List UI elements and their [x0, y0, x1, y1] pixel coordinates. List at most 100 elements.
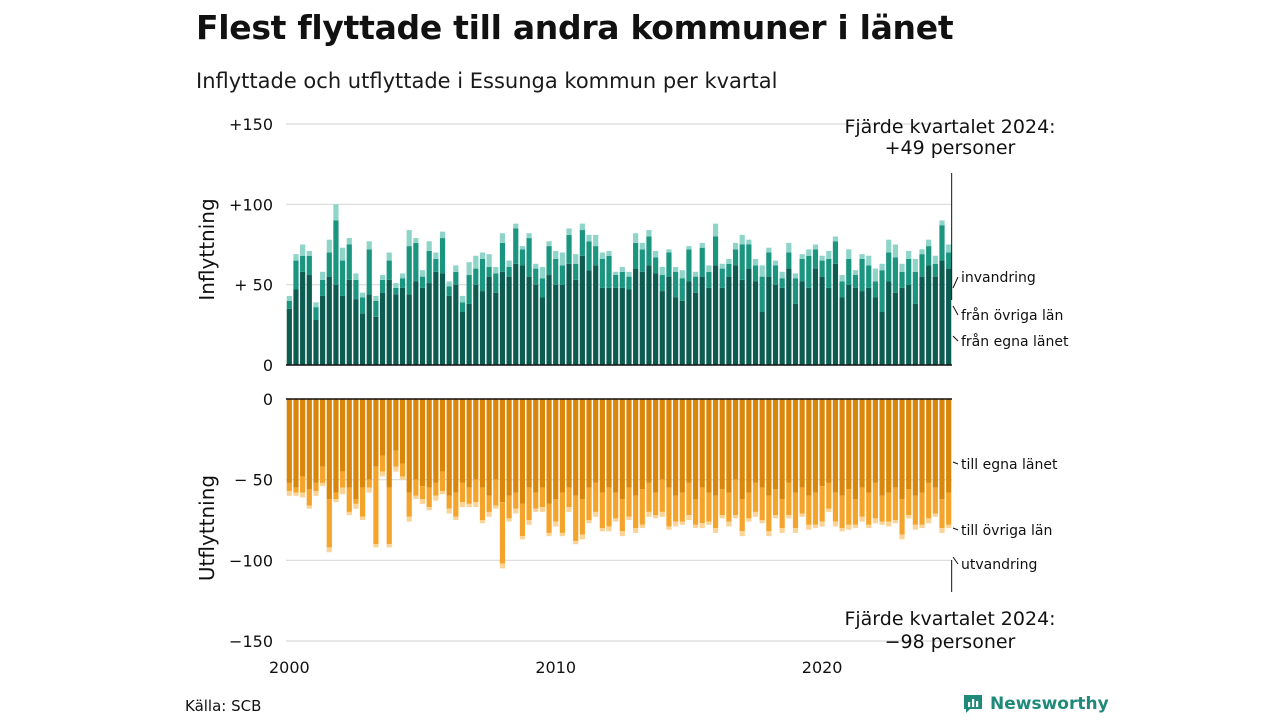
bar-segment: [313, 307, 319, 321]
bar-segment: [573, 279, 579, 365]
bar-segment: [466, 503, 472, 508]
brand-name: Newsworthy: [990, 694, 1109, 714]
brand-logo[interactable]: Newsworthy: [962, 693, 1109, 715]
bar-segment: [806, 495, 812, 525]
bar-segment: [413, 238, 419, 243]
bar-segment: [386, 252, 392, 261]
bar-segment: [320, 271, 326, 280]
bar-segment: [712, 236, 719, 266]
bar-segment: [300, 476, 306, 493]
newsworthy-icon: [964, 695, 982, 713]
bar-segment: [539, 507, 545, 512]
y-tick-label: −150: [229, 632, 273, 651]
bar-segment: [932, 255, 938, 264]
bar-segment: [639, 249, 645, 272]
bar-segment: [446, 495, 452, 509]
bar-segment: [699, 242, 705, 248]
y-axis-title: Utflyttning: [195, 475, 219, 581]
bar-segment: [653, 399, 659, 493]
bar-segment: [732, 265, 739, 365]
bar-segment: [699, 523, 705, 529]
bar-segment: [340, 247, 346, 261]
bar-segment: [320, 399, 326, 467]
bar-segment: [839, 528, 845, 532]
bar-segment: [872, 482, 878, 519]
bar-segment: [519, 536, 526, 540]
bar-segment: [806, 255, 812, 288]
bar-segment: [819, 486, 825, 522]
bar-segment: [486, 495, 492, 512]
bar-segment: [459, 295, 466, 303]
bar-segment: [619, 531, 625, 537]
bar-segment: [673, 297, 679, 365]
bar-segment: [752, 265, 759, 282]
bar-segment: [606, 399, 612, 488]
bar-segment: [593, 482, 599, 512]
bar-segment: [673, 266, 679, 272]
bar-segment: [566, 399, 572, 488]
bar-segment: [379, 455, 386, 472]
bar-segment: [613, 492, 619, 519]
bar-segment: [459, 502, 466, 508]
series-label: till övriga län: [961, 523, 1052, 539]
bar-segment: [866, 399, 872, 493]
bar-segment: [653, 250, 659, 258]
bar-segment: [439, 490, 446, 495]
bar-segment: [446, 286, 452, 296]
bar-segment: [846, 524, 852, 530]
bar-segment: [726, 263, 732, 277]
bar-segment: [366, 249, 372, 295]
bar-segment: [826, 287, 832, 365]
bar-segment: [306, 489, 312, 506]
bar-segment: [553, 521, 559, 527]
bar-segment: [719, 515, 725, 519]
series-labels: Fjärde kvartalet 2024:+49 personerFjärde…: [844, 116, 1069, 653]
bar-segment: [752, 281, 759, 365]
bar-segment: [626, 289, 632, 365]
bar-segment: [686, 246, 692, 250]
bar-segment: [699, 276, 705, 365]
bar-segment: [819, 521, 825, 527]
y-tick-label: −100: [229, 551, 273, 570]
bar-segment: [653, 515, 659, 519]
bar-segment: [566, 263, 572, 365]
bar-segment: [566, 234, 572, 264]
bar-segment: [426, 241, 432, 251]
bar-segment: [919, 276, 925, 365]
bar-segment: [486, 399, 492, 496]
bar-segment: [533, 263, 539, 269]
bar-segment: [766, 495, 772, 532]
bar-segment: [293, 399, 299, 488]
bar-segment: [453, 399, 459, 493]
bar-segment: [739, 531, 745, 537]
bar-segment: [459, 302, 466, 312]
bar-segment: [413, 495, 419, 500]
bar-segment: [333, 204, 339, 221]
bar-segment: [706, 265, 712, 272]
annotation-title: Fjärde kvartalet 2024:: [844, 116, 1055, 138]
bar-segment: [446, 399, 452, 496]
bar-segment: [812, 492, 819, 525]
bar-segment: [286, 490, 292, 496]
bar-segment: [499, 502, 506, 564]
bar-segment: [912, 495, 918, 525]
bar-segment: [739, 234, 745, 245]
bar-segment: [306, 275, 312, 365]
bar-segment: [799, 281, 805, 365]
bar-segment: [866, 492, 872, 525]
bar-segment: [426, 399, 432, 488]
bar-segment: [846, 399, 852, 490]
bar-segment: [606, 250, 612, 256]
bar-segment: [673, 495, 679, 522]
bar-segment: [919, 492, 925, 525]
bar-segment: [526, 399, 532, 488]
bar-segment: [333, 492, 339, 500]
bar-segment: [886, 281, 892, 365]
series-label: utvandring: [961, 557, 1037, 573]
bar-segment: [513, 508, 519, 514]
bar-segment: [333, 284, 339, 365]
bar-segment: [333, 220, 339, 285]
chart-subtitle: Inflyttade och utflyttade i Essunga komm…: [196, 69, 778, 93]
bar-segment: [546, 399, 552, 504]
bar-segment: [313, 490, 319, 496]
